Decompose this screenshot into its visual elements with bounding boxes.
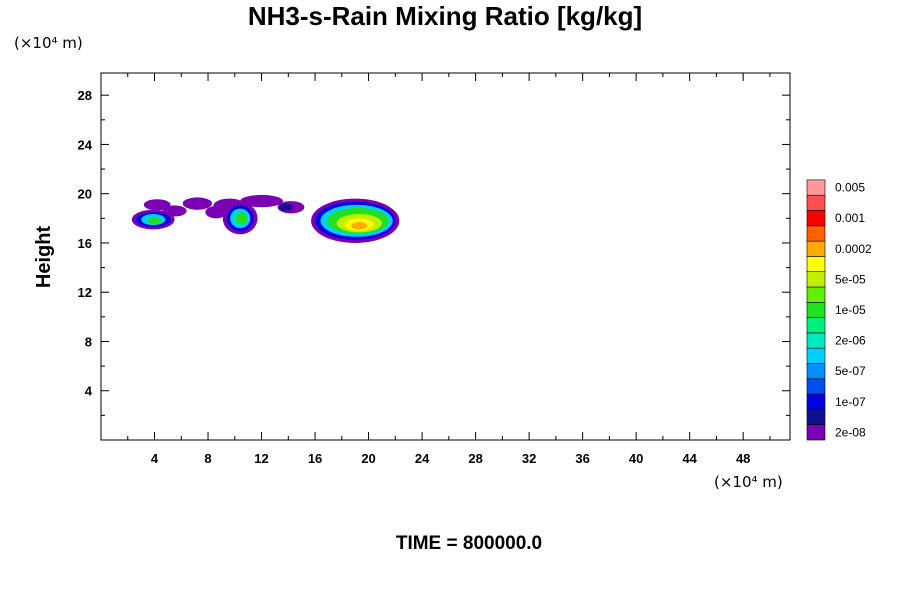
colorbar-swatch xyxy=(806,409,826,425)
x-tick-label: 8 xyxy=(204,451,211,466)
colorbar-swatch xyxy=(806,363,826,380)
x-tick-label: 20 xyxy=(361,451,375,466)
colorbar-label: 1e-07 xyxy=(835,395,866,409)
time-footer: TIME = 800000.0 xyxy=(396,533,542,554)
contour-region-22 xyxy=(351,222,368,230)
contour-region-2 xyxy=(182,197,213,210)
contour-region-5 xyxy=(240,194,283,208)
colorbar-label: 0.005 xyxy=(835,181,865,195)
colorbar-swatch xyxy=(806,332,826,349)
y-tick-label: 16 xyxy=(78,236,92,251)
chart-title: NH3-s-Rain Mixing Ratio [kg/kg] xyxy=(248,1,642,31)
contour-region-0 xyxy=(143,199,171,211)
x-axis-ticks: 4 8 12 16 20 24 28 32 36 40 44 48 xyxy=(127,73,771,466)
colorbar-label: 2e-06 xyxy=(835,334,866,348)
x-tick-label: 4 xyxy=(151,451,159,466)
colorbar-label: 5e-05 xyxy=(835,272,866,286)
plot-frame xyxy=(100,72,791,441)
colorbar-swatch xyxy=(806,317,826,334)
y-tick-label: 20 xyxy=(78,187,92,202)
colorbar-label: 5e-07 xyxy=(835,364,866,378)
y-axis-label: Height xyxy=(33,226,55,289)
x-tick-label: 40 xyxy=(629,451,643,466)
contour-region-11 xyxy=(147,217,162,225)
colorbar-label: 1e-05 xyxy=(835,303,866,317)
colorbar-label: 2e-08 xyxy=(835,425,866,439)
colorbar-swatch xyxy=(806,179,826,196)
y-tick-label: 8 xyxy=(85,334,92,349)
x-tick-label: 28 xyxy=(468,451,482,466)
colorbar-swatch xyxy=(806,393,826,410)
x-tick-label: 12 xyxy=(254,451,268,466)
x-tick-label: 36 xyxy=(575,451,589,466)
colorbar: 2e-08 1e-07 5e-07 2e-06 1e-05 5e-05 0.0002 0.00… xyxy=(806,179,872,441)
colorbar-swatch xyxy=(806,424,826,441)
colorbar-swatch xyxy=(806,225,826,242)
colorbar-swatch xyxy=(806,347,826,364)
x-axis-unit: (×10⁴ m) xyxy=(714,473,783,491)
x-tick-label: 48 xyxy=(736,451,750,466)
contour-region-7 xyxy=(278,203,293,211)
x-tick-label: 44 xyxy=(682,451,697,466)
y-tick-label: 4 xyxy=(85,384,93,399)
contour-region-15 xyxy=(235,212,248,225)
colorbar-swatch xyxy=(806,256,826,272)
colorbar-swatch xyxy=(806,286,826,303)
y-tick-label: 12 xyxy=(78,285,92,300)
x-tick-label: 24 xyxy=(415,451,430,466)
y-tick-label: 28 xyxy=(78,88,92,103)
colorbar-swatch xyxy=(806,240,826,257)
x-tick-label: 16 xyxy=(308,451,322,466)
colorbar-swatch xyxy=(806,271,826,288)
y-tick-label: 24 xyxy=(78,137,93,152)
colorbar-swatch xyxy=(806,194,826,211)
colorbar-swatch xyxy=(806,210,826,227)
contour-regions xyxy=(131,194,400,243)
colorbar-swatch xyxy=(806,378,826,395)
y-axis-unit: (×10⁴ m) xyxy=(14,34,83,52)
colorbar-label: 0.0002 xyxy=(835,242,872,256)
colorbar-label: 0.001 xyxy=(835,211,865,225)
colorbar-swatch xyxy=(806,301,826,318)
y-axis-ticks: 4 8 12 16 20 24 28 xyxy=(78,88,790,416)
x-tick-label: 32 xyxy=(522,451,536,466)
